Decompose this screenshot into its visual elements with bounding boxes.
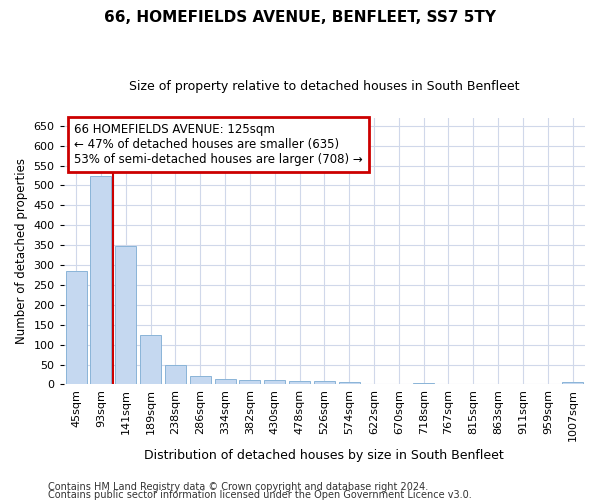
Bar [140, 335, 161, 384]
Bar [165, 366, 186, 384]
Bar [115, 246, 136, 384]
Text: 66, HOMEFIELDS AVENUE, BENFLEET, SS7 5TY: 66, HOMEFIELDS AVENUE, BENFLEET, SS7 5TY [104, 10, 496, 25]
Title: Size of property relative to detached houses in South Benfleet: Size of property relative to detached ho… [129, 80, 520, 93]
Bar [65, 271, 86, 384]
Bar [190, 376, 211, 384]
Bar [413, 383, 434, 384]
Bar [264, 380, 285, 384]
Bar [239, 380, 260, 384]
Bar [215, 380, 236, 384]
Y-axis label: Number of detached properties: Number of detached properties [15, 158, 28, 344]
Bar [314, 381, 335, 384]
Bar [91, 176, 112, 384]
X-axis label: Distribution of detached houses by size in South Benfleet: Distribution of detached houses by size … [145, 450, 504, 462]
Bar [562, 382, 583, 384]
Bar [289, 381, 310, 384]
Text: Contains public sector information licensed under the Open Government Licence v3: Contains public sector information licen… [48, 490, 472, 500]
Text: 66 HOMEFIELDS AVENUE: 125sqm
← 47% of detached houses are smaller (635)
53% of s: 66 HOMEFIELDS AVENUE: 125sqm ← 47% of de… [74, 123, 363, 166]
Bar [338, 382, 360, 384]
Text: Contains HM Land Registry data © Crown copyright and database right 2024.: Contains HM Land Registry data © Crown c… [48, 482, 428, 492]
